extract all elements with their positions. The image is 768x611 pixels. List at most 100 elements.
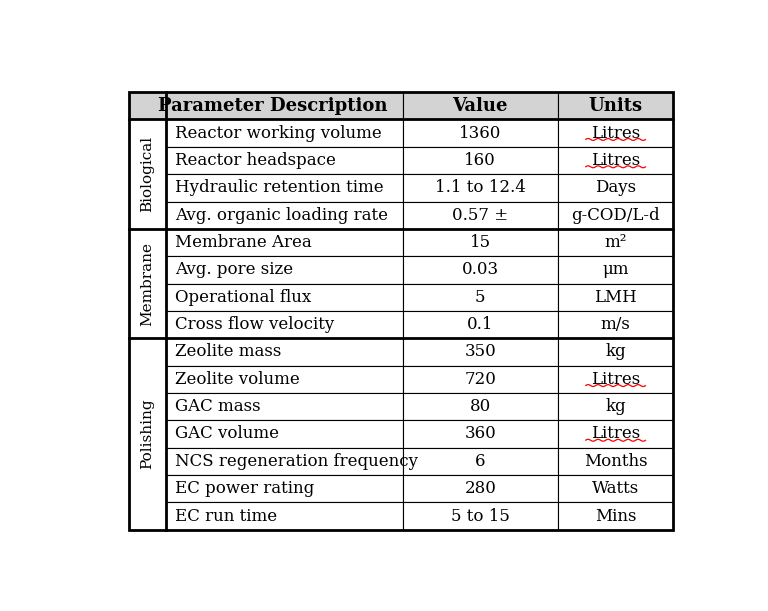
Text: Cross flow velocity: Cross flow velocity	[175, 316, 335, 333]
Bar	[402, 147, 558, 174]
Text: Reactor headspace: Reactor headspace	[175, 152, 336, 169]
Text: LMH: LMH	[594, 289, 637, 306]
Bar	[166, 475, 402, 502]
Text: Reactor working volume: Reactor working volume	[175, 125, 382, 142]
Text: Units: Units	[588, 97, 643, 115]
Text: Litres: Litres	[591, 425, 641, 442]
Bar	[129, 120, 166, 229]
Bar	[166, 120, 402, 147]
Bar	[166, 284, 402, 311]
Bar	[558, 475, 674, 502]
Text: 720: 720	[465, 371, 496, 388]
Bar	[402, 120, 558, 147]
Text: Litres: Litres	[591, 371, 641, 388]
Bar	[166, 393, 402, 420]
Bar	[402, 448, 558, 475]
Bar	[402, 420, 558, 448]
Bar	[166, 502, 402, 530]
Text: m²: m²	[604, 234, 627, 251]
Text: Biological: Biological	[141, 136, 154, 212]
Bar	[402, 365, 558, 393]
Bar	[166, 420, 402, 448]
Bar	[558, 229, 674, 256]
Bar	[129, 338, 166, 530]
Text: GAC mass: GAC mass	[175, 398, 261, 415]
Text: g-COD/L-d: g-COD/L-d	[571, 207, 660, 224]
Bar	[129, 92, 166, 120]
Text: Zeolite volume: Zeolite volume	[175, 371, 300, 388]
Bar	[166, 338, 402, 365]
Text: Hydraulic retention time: Hydraulic retention time	[175, 180, 384, 196]
Bar	[558, 256, 674, 284]
Bar	[402, 475, 558, 502]
Bar	[558, 393, 674, 420]
Text: EC run time: EC run time	[175, 508, 277, 524]
Text: 0.1: 0.1	[467, 316, 494, 333]
Bar	[402, 338, 558, 365]
Bar	[558, 502, 674, 530]
Bar	[166, 311, 402, 338]
Text: m/s: m/s	[601, 316, 631, 333]
Text: Value: Value	[452, 97, 508, 115]
Bar	[129, 229, 166, 338]
Bar	[558, 338, 674, 365]
Text: 6: 6	[475, 453, 485, 470]
Bar	[402, 174, 558, 202]
Text: Membrane Area: Membrane Area	[175, 234, 312, 251]
Bar	[558, 92, 674, 120]
Text: Months: Months	[584, 453, 647, 470]
Bar	[402, 311, 558, 338]
Bar	[166, 147, 402, 174]
Text: kg: kg	[605, 398, 626, 415]
Bar	[402, 284, 558, 311]
Text: 1.1 to 12.4: 1.1 to 12.4	[435, 180, 526, 196]
Bar	[558, 448, 674, 475]
Bar	[402, 256, 558, 284]
Text: Mins: Mins	[595, 508, 637, 524]
Text: Avg. pore size: Avg. pore size	[175, 262, 293, 279]
Text: 350: 350	[465, 343, 496, 360]
Text: Operational flux: Operational flux	[175, 289, 312, 306]
Bar	[558, 365, 674, 393]
Text: 0.03: 0.03	[462, 262, 499, 279]
Text: 80: 80	[470, 398, 491, 415]
Bar	[166, 229, 402, 256]
Bar	[402, 229, 558, 256]
Bar	[166, 174, 402, 202]
Bar	[558, 120, 674, 147]
Text: Avg. organic loading rate: Avg. organic loading rate	[175, 207, 389, 224]
Text: Membrane: Membrane	[141, 241, 154, 326]
Bar	[558, 174, 674, 202]
Text: 1360: 1360	[459, 125, 502, 142]
Text: EC power rating: EC power rating	[175, 480, 314, 497]
Text: GAC volume: GAC volume	[175, 425, 280, 442]
Bar	[558, 284, 674, 311]
Text: NCS regeneration frequency: NCS regeneration frequency	[175, 453, 419, 470]
Bar	[166, 256, 402, 284]
Text: Parameter Description: Parameter Description	[157, 97, 387, 115]
Text: Polishing: Polishing	[141, 398, 154, 469]
Bar	[558, 311, 674, 338]
Text: kg: kg	[605, 343, 626, 360]
Bar	[166, 202, 402, 229]
Bar	[558, 420, 674, 448]
Text: Watts: Watts	[592, 480, 639, 497]
Text: 0.57 ±: 0.57 ±	[452, 207, 508, 224]
Bar	[558, 147, 674, 174]
Bar	[402, 393, 558, 420]
Text: Litres: Litres	[591, 152, 641, 169]
Text: 5 to 15: 5 to 15	[451, 508, 510, 524]
Bar	[166, 448, 402, 475]
Text: Days: Days	[595, 180, 636, 196]
Bar	[402, 92, 558, 120]
Text: Zeolite mass: Zeolite mass	[175, 343, 282, 360]
Text: Litres: Litres	[591, 125, 641, 142]
Text: μm: μm	[602, 262, 629, 279]
Text: 15: 15	[470, 234, 491, 251]
Bar	[402, 202, 558, 229]
Bar	[166, 92, 402, 120]
Bar	[402, 502, 558, 530]
Text: 360: 360	[465, 425, 496, 442]
Text: 160: 160	[465, 152, 496, 169]
Bar	[558, 202, 674, 229]
